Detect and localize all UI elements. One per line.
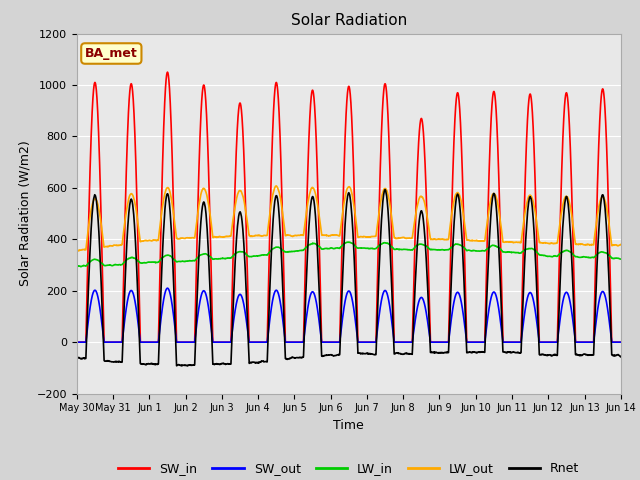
Text: BA_met: BA_met [85, 47, 138, 60]
LW_in [77, 264, 84, 270]
SW_out [617, 339, 625, 345]
LW_out [471, 238, 479, 243]
SW_out [616, 339, 624, 345]
SW_out [441, 339, 449, 345]
Rnet [441, 350, 449, 356]
LW_in [441, 247, 449, 253]
LW_in [171, 257, 179, 263]
SW_in [441, 339, 449, 345]
SW_in [164, 69, 172, 75]
Line: SW_in: SW_in [77, 72, 621, 342]
Rnet [171, 304, 179, 310]
Legend: SW_in, SW_out, LW_in, LW_out, Rnet: SW_in, SW_out, LW_in, LW_out, Rnet [113, 457, 584, 480]
Rnet [617, 354, 625, 360]
SW_in [502, 339, 509, 345]
X-axis label: Time: Time [333, 419, 364, 432]
LW_out [502, 239, 509, 245]
LW_out [441, 237, 449, 242]
Rnet [502, 349, 509, 355]
LW_out [171, 220, 179, 226]
SW_out [329, 339, 337, 345]
LW_in [502, 250, 509, 255]
Rnet [381, 187, 389, 192]
LW_out [617, 242, 625, 248]
SW_out [502, 339, 509, 345]
SW_out [471, 339, 479, 345]
Rnet [73, 355, 81, 360]
SW_in [329, 339, 337, 345]
SW_in [616, 339, 624, 345]
SW_out [171, 322, 179, 328]
LW_in [329, 245, 337, 251]
Line: LW_out: LW_out [77, 186, 621, 252]
SW_out [164, 285, 172, 291]
Rnet [616, 354, 624, 360]
SW_in [617, 339, 625, 345]
Rnet [471, 349, 479, 355]
Rnet [329, 352, 337, 358]
LW_out [616, 242, 624, 248]
LW_in [73, 264, 81, 269]
LW_in [617, 256, 625, 262]
Line: SW_out: SW_out [77, 288, 621, 342]
Y-axis label: Solar Radiation (W/m2): Solar Radiation (W/m2) [18, 141, 31, 287]
LW_out [329, 232, 337, 238]
LW_in [345, 239, 353, 245]
Title: Solar Radiation: Solar Radiation [291, 13, 407, 28]
SW_in [471, 339, 479, 345]
LW_out [74, 249, 81, 254]
LW_out [273, 183, 280, 189]
SW_in [171, 253, 179, 259]
Line: Rnet: Rnet [77, 190, 621, 366]
LW_out [73, 248, 81, 254]
SW_out [73, 339, 81, 345]
Line: LW_in: LW_in [77, 242, 621, 267]
SW_in [73, 339, 81, 345]
Rnet [173, 363, 180, 369]
LW_in [616, 256, 624, 262]
LW_in [471, 248, 479, 253]
